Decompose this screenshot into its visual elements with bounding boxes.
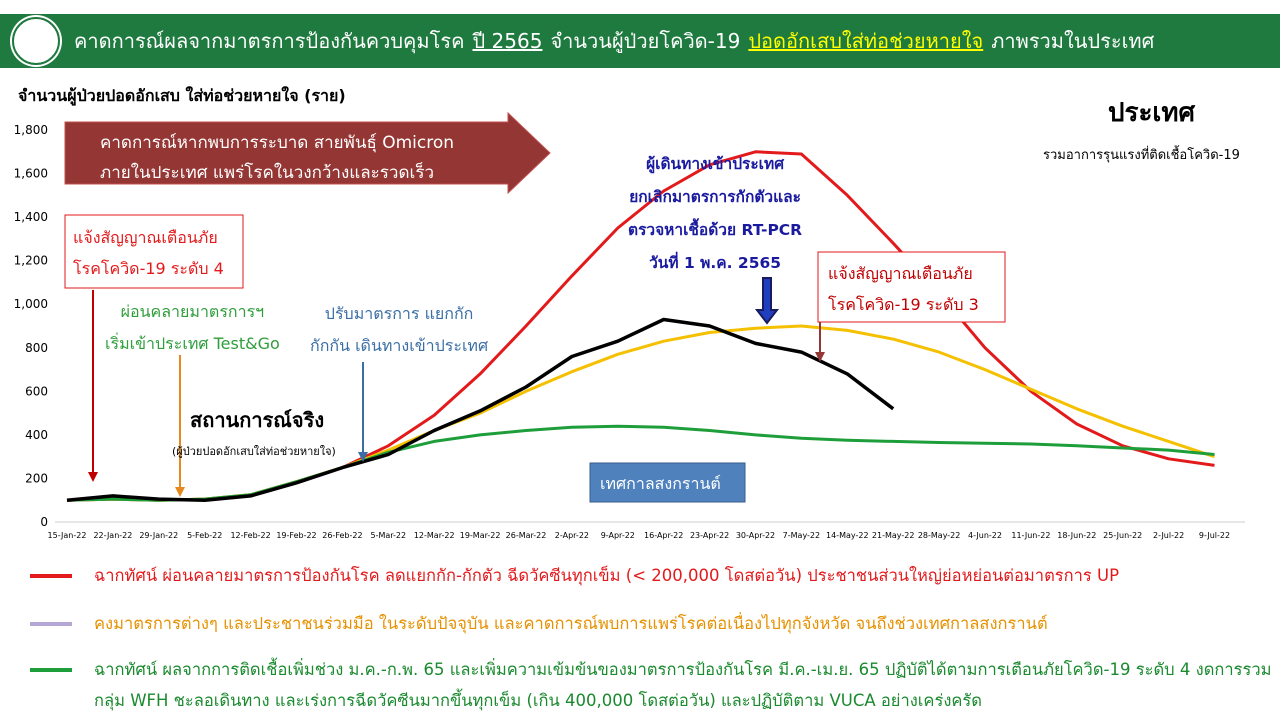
annotation: ปรับมาตรการ แยกกักกักกัน เดินทางเข้าประเ… (310, 298, 488, 362)
arrow-head (358, 452, 368, 462)
annotation-arrow (64, 111, 551, 195)
x-tick-label: 4-Jun-22 (968, 531, 1002, 540)
x-tick-label: 25-Jun-22 (1103, 531, 1142, 540)
region-subtitle: รวมอาการรุนแรงที่ติดเชื้อโควิด-19 (1043, 148, 1240, 163)
annotation-line: กักกัน เดินทางเข้าประเทศ (310, 336, 489, 355)
title-part: ปอดอักเสบใส่ท่อช่วยหายใจ (748, 29, 984, 53)
y-tick-label: 400 (25, 428, 48, 442)
x-tick-label: 21-May-22 (872, 531, 915, 540)
title-part: คาดการณ์ผลจากมาตรการป้องกันควบคุมโรค (74, 29, 465, 53)
legend-item: ฉากทัศน์ ผ่อนคลายมาตรการป้องกันโรค ลดแยก… (30, 560, 1274, 591)
annotation-box (64, 214, 244, 289)
annotation: คาดการณ์หากพบการระบาด สายพันธุ์ Omicron ภ… (100, 128, 454, 188)
annotation-line: โรคโควิด-19 ระดับ 3 (828, 295, 979, 314)
x-tick-label: 11-Jun-22 (1011, 531, 1050, 540)
x-tick-label: 23-Apr-22 (690, 531, 729, 540)
y-tick-label: 800 (25, 341, 48, 355)
header: คาดการณ์ผลจากมาตรการป้องกันควบคุมโรค ปี … (0, 14, 1280, 68)
annotation-line: ตรวจหาเชื้อด้วย RT-PCR (628, 221, 803, 239)
series-line (66, 317, 895, 502)
x-tick-label: 22-Jan-22 (93, 531, 132, 540)
region-title: ประเทศ (1108, 98, 1195, 128)
x-tick-label: 19-Mar-22 (460, 531, 501, 540)
annotation-line: แจ้งสัญญาณเตือนภัย (73, 228, 218, 247)
x-tick-label: 9-Jul-22 (1199, 531, 1230, 540)
title-part: จำนวนผู้ป่วยโควิด-19 (550, 29, 741, 53)
arrow-head (815, 352, 825, 362)
y-tick-label: 1,600 (14, 167, 48, 181)
legend-swatch (30, 574, 72, 578)
annotation-box (589, 462, 746, 503)
y-tick-label: 1,800 (14, 123, 48, 137)
logo (12, 17, 60, 65)
annotation: ผ่อนคลายมาตรการฯเริ่มเข้าประเทศ Test&Go (105, 296, 280, 360)
annotation-line: วันที่ 1 พ.ค. 2565 (649, 254, 782, 272)
legend-label: ฉากทัศน์ ผลจากการติดเชื้อเพิ่มช่วง ม.ค.-… (94, 660, 1272, 710)
annotation-line: แจ้งสัญญาณเตือนภัย (828, 264, 973, 283)
x-tick-label: 19-Feb-22 (276, 531, 316, 540)
title-part: ปี 2565 (472, 29, 543, 53)
legend-label: ฉากทัศน์ ผ่อนคลายมาตรการป้องกันโรค ลดแยก… (94, 566, 1120, 585)
title-part: ภาพรวมในประเทศ (991, 29, 1155, 53)
annotation: แจ้งสัญญาณเตือนภัยโรคโควิด-19 ระดับ 4 (73, 222, 224, 284)
x-tick-label: 26-Feb-22 (322, 531, 362, 540)
annotation-line: โรคโควิด-19 ระดับ 4 (73, 259, 224, 278)
actual-note: (ผู้ป่วยปอดอักเสบใส่ท่อช่วยหายใจ) (172, 445, 336, 458)
annotation-line: คาดการณ์หากพบการระบาด สายพันธุ์ Omicron (100, 133, 455, 153)
annotation-box (817, 251, 1006, 323)
x-tick-label: 5-Mar-22 (370, 531, 406, 540)
x-tick-label: 30-Apr-22 (736, 531, 775, 540)
annotation: เทศกาลสงกรานต์ (600, 474, 721, 493)
x-tick-label: 12-Mar-22 (414, 531, 455, 540)
actual-label: สถานการณ์จริง (190, 408, 325, 432)
annotation: ผู้เดินทางเข้าประเทศยกเลิกมาตรการกักตัวแ… (628, 148, 802, 280)
legend-item: ฉากทัศน์ ผลจากการติดเชื้อเพิ่มช่วง ม.ค.-… (30, 654, 1274, 716)
x-tick-label: 16-Apr-22 (644, 531, 683, 540)
plot: 0 200 400 600 800 1,000 1,200 1,400 1,600 1,800 15… (14, 123, 1245, 540)
annotation-line: ผู้เดินทางเข้าประเทศ (646, 155, 785, 173)
annotation-line: ภายในประเทศ แพร่โรคในวงกว้างและรวดเร็ว (100, 163, 434, 183)
legend-item: คงมาตรการต่างๆ และประชาชนร่วมมือ ในระดับ… (30, 608, 1274, 639)
x-tick-label: 28-May-22 (918, 531, 961, 540)
x-tick-label: 14-May-22 (826, 531, 869, 540)
y-tick-label: 0 (40, 515, 48, 529)
annotation: แจ้งสัญญาณเตือนภัยโรคโควิด-19 ระดับ 3 (828, 258, 979, 320)
y-tick-label: 600 (25, 384, 48, 398)
x-tick-label: 15-Jan-22 (48, 531, 87, 540)
x-tick-label: 5-Feb-22 (187, 531, 222, 540)
x-tick-label: 7-May-22 (783, 531, 820, 540)
annotation-line: เริ่มเข้าประเทศ Test&Go (105, 334, 280, 353)
annotation-arrows (88, 277, 825, 497)
x-tick-label: 26-Mar-22 (506, 531, 547, 540)
y-tick-label: 1,400 (14, 210, 48, 224)
annotation-line: ปรับมาตรการ แยกกัก (324, 304, 474, 323)
chart: 0 200 400 600 800 1,000 1,200 1,400 1,600 1,800 15… (14, 111, 1245, 540)
legend-label: คงมาตรการต่างๆ และประชาชนร่วมมือ ในระดับ… (94, 614, 1048, 633)
x-tick-label: 29-Jan-22 (139, 531, 178, 540)
y-axis-label: จำนวนผู้ป่วยปอดอักเสบ ใส่ท่อช่วยหายใจ (ร… (18, 86, 346, 105)
x-tick-label: 2-Apr-22 (555, 531, 589, 540)
annotation-line: ผ่อนคลายมาตรการฯ (120, 302, 265, 321)
x-tick-label: 2-Jul-22 (1153, 531, 1184, 540)
y-tick-label: 200 (25, 471, 48, 485)
y-tick-label: 1,000 (14, 297, 48, 311)
arrow-head (88, 472, 98, 482)
legend-swatch (30, 668, 72, 672)
arrow (754, 277, 780, 325)
x-tick-label: 12-Feb-22 (230, 531, 270, 540)
x-tick-label: 18-Jun-22 (1057, 531, 1096, 540)
legend-swatch (30, 622, 72, 626)
arrow-head (175, 487, 185, 497)
y-tick-label: 1,200 (14, 254, 48, 268)
annotation-line: ยกเลิกมาตรการกักตัวและ (629, 188, 801, 206)
x-tick-label: 9-Apr-22 (601, 531, 635, 540)
